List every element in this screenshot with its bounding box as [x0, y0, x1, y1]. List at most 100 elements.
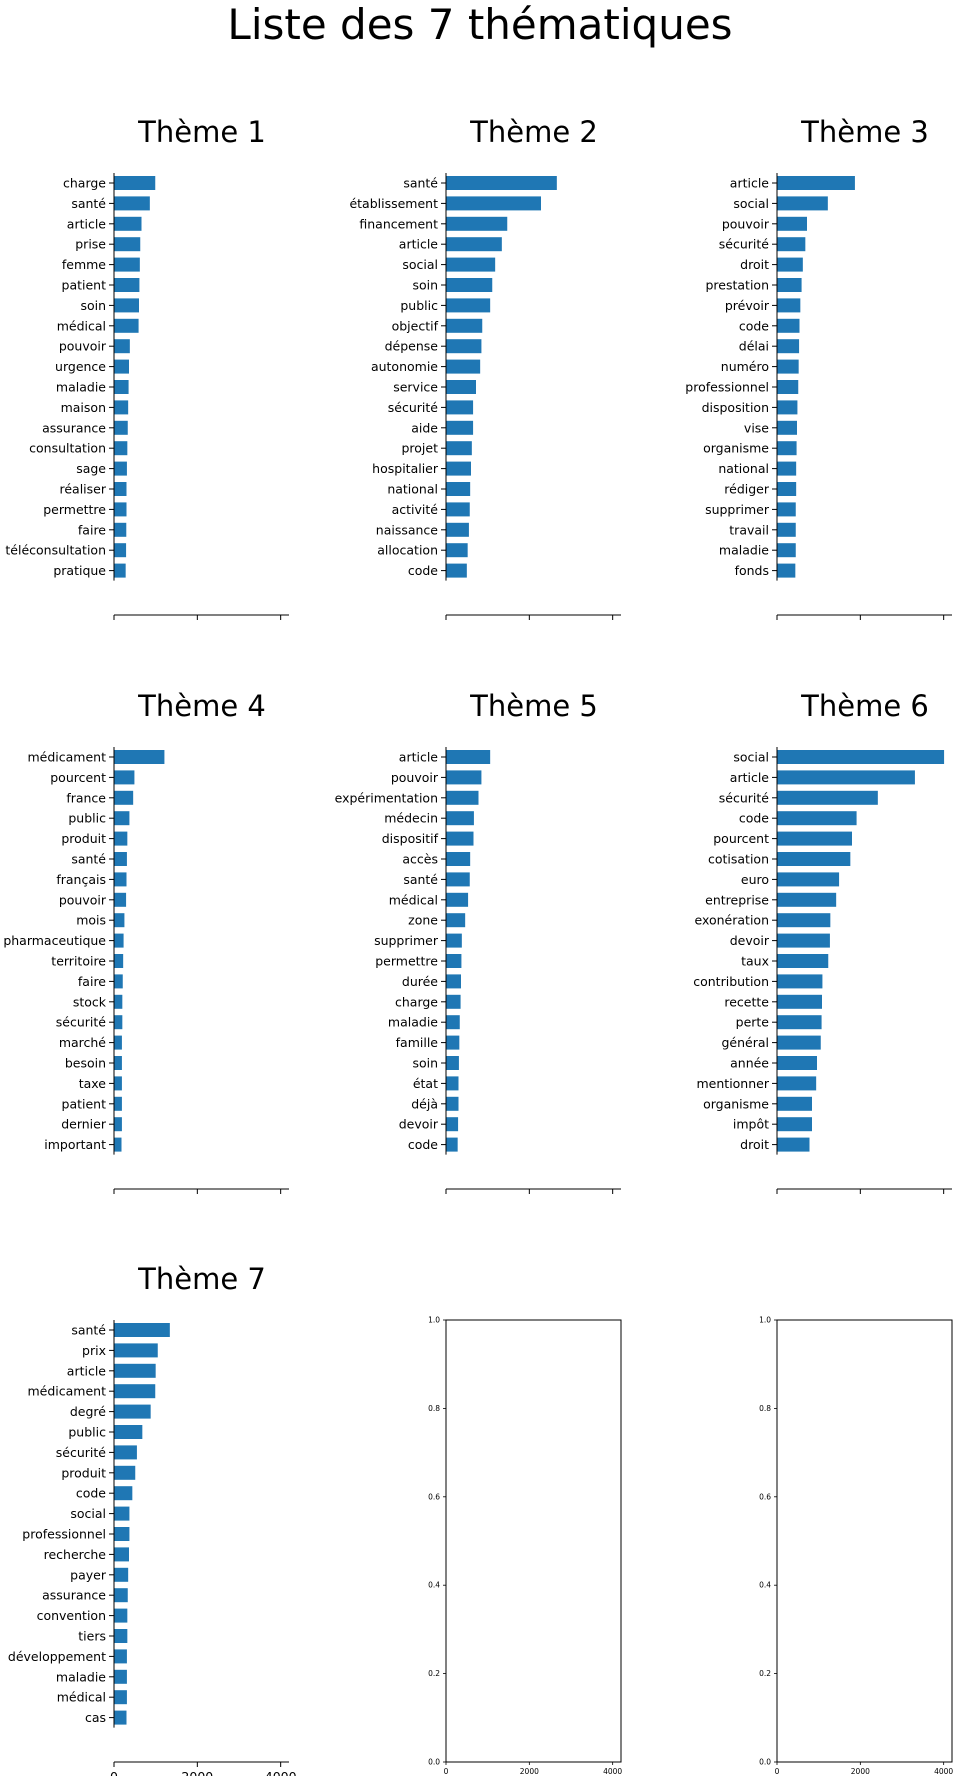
bar	[777, 196, 828, 211]
bar	[446, 1137, 458, 1152]
x-tick-label: 0	[775, 1767, 780, 1776]
x-tick-label: 0	[110, 1769, 118, 1776]
bar	[114, 1465, 136, 1480]
bar	[446, 770, 482, 785]
category-label: tiers	[78, 1629, 106, 1644]
category-label: fonds	[735, 563, 769, 578]
category-label: euro	[741, 872, 769, 887]
x-tick-label: 0	[444, 1767, 449, 1776]
category-label: mois	[76, 913, 106, 928]
bar	[446, 298, 491, 313]
category-label: entreprise	[705, 892, 769, 907]
category-label: maladie	[56, 380, 106, 395]
bar	[114, 1076, 122, 1091]
category-label: médicament	[28, 750, 107, 765]
category-label: pourcent	[50, 770, 106, 785]
panel-7: Thème 7 santé prix article médicament degré pu…	[8, 1262, 297, 1776]
category-label: rédiger	[724, 482, 770, 497]
bar	[114, 1445, 137, 1460]
category-label: médecin	[384, 811, 438, 826]
category-label: produit	[61, 831, 106, 846]
category-label: famille	[396, 1035, 439, 1050]
panel-1: Thème 1 charge santé article prise femme patie…	[5, 115, 289, 620]
bar	[114, 482, 127, 496]
bar	[114, 913, 125, 928]
bar	[777, 892, 837, 907]
bar	[114, 1527, 130, 1541]
bar	[114, 892, 127, 907]
bar	[114, 441, 128, 456]
bar	[114, 1567, 129, 1582]
category-label: activité	[392, 502, 439, 517]
bar	[114, 1056, 122, 1070]
category-label: allocation	[377, 543, 438, 558]
category-label: devoir	[399, 1117, 439, 1132]
category-label: social	[733, 196, 769, 211]
category-label: accès	[402, 852, 438, 867]
bar	[446, 831, 474, 846]
bar	[777, 176, 855, 190]
category-label: exonération	[695, 913, 770, 928]
category-label: femme	[62, 257, 106, 272]
category-label: pouvoir	[391, 770, 439, 785]
bar	[446, 380, 476, 394]
x-tick-label: 4000	[265, 1769, 297, 1776]
category-label: code	[739, 811, 769, 826]
bar	[114, 1137, 122, 1152]
figure-title: Liste des 7 thématiques	[227, 0, 732, 49]
bar	[114, 933, 124, 948]
category-label: maladie	[719, 543, 769, 558]
panel-title: Thème 5	[469, 689, 598, 723]
bar	[777, 216, 807, 231]
category-label: sécurité	[719, 237, 770, 252]
bar	[777, 1096, 812, 1111]
y-tick-label: 0.2	[759, 1669, 771, 1678]
category-label: français	[56, 872, 106, 887]
category-label: assurance	[42, 1588, 106, 1603]
category-label: faire	[78, 974, 106, 989]
bar	[446, 461, 471, 476]
bar	[114, 831, 128, 846]
category-label: réaliser	[59, 482, 106, 497]
bar	[114, 1710, 127, 1725]
panel-title: Thème 1	[137, 115, 266, 149]
empty-axes-frame	[445, 1319, 622, 1763]
bar	[114, 420, 128, 435]
bar	[446, 974, 461, 989]
category-label: prévoir	[725, 298, 770, 313]
category-label: cas	[85, 1710, 106, 1725]
bar	[114, 1547, 129, 1562]
bar	[446, 502, 470, 517]
bar	[114, 1486, 133, 1501]
category-label: durée	[402, 974, 438, 989]
bar	[777, 522, 796, 537]
category-label: article	[399, 237, 439, 252]
bar	[446, 196, 541, 211]
bar	[446, 892, 469, 907]
category-label: téléconsultation	[5, 543, 106, 558]
category-label: public	[400, 298, 438, 313]
category-label: code	[408, 1137, 438, 1152]
category-label: article	[67, 1363, 107, 1378]
category-label: médical	[57, 1690, 106, 1705]
bar	[777, 913, 831, 928]
y-tick-label: 0.4	[428, 1581, 440, 1590]
category-label: dernier	[61, 1117, 107, 1132]
y-tick-label: 0.6	[759, 1492, 771, 1501]
bar	[114, 461, 127, 476]
category-label: prix	[82, 1343, 106, 1358]
category-label: social	[733, 750, 769, 765]
category-label: expérimentation	[335, 790, 438, 805]
bar	[446, 400, 474, 415]
category-label: naissance	[376, 522, 439, 537]
category-label: patient	[62, 278, 107, 293]
category-label: droit	[740, 1137, 769, 1152]
category-label: financement	[359, 216, 438, 231]
y-tick-label: 0.8	[759, 1404, 771, 1413]
category-label: santé	[403, 176, 438, 191]
bar	[114, 1425, 143, 1439]
bar	[777, 359, 799, 374]
y-tick-label: 0.8	[428, 1404, 440, 1413]
x-tick-label: 4000	[603, 1767, 622, 1776]
category-label: prise	[75, 237, 106, 252]
